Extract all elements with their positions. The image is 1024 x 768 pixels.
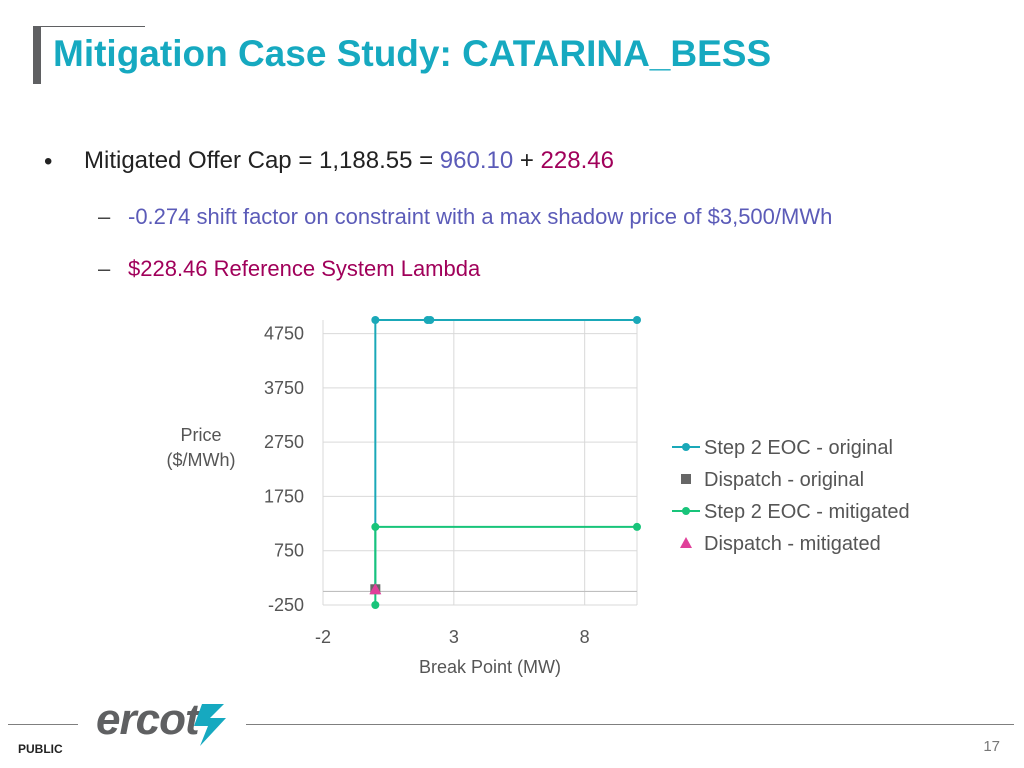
legend-label: Step 2 EOC - original — [704, 437, 893, 459]
legend-marker — [682, 443, 690, 451]
legend-label: Dispatch - original — [704, 469, 864, 491]
ercot-bolt-icon — [194, 704, 226, 746]
footer-divider-left — [8, 724, 78, 725]
legend-marker — [682, 507, 690, 515]
sub-bullet-marker-2: – — [98, 256, 111, 281]
ercot-logo-text: ercot — [96, 696, 202, 744]
data-point — [426, 316, 435, 324]
y-tick-label: 2750 — [264, 432, 304, 452]
footer-divider-right — [246, 724, 1014, 725]
title-accent-bar — [33, 26, 41, 84]
y-tick-label: 1750 — [264, 486, 304, 506]
data-point — [371, 316, 380, 324]
y-tick-label: 3750 — [264, 378, 304, 398]
y-tick-label: 750 — [274, 541, 304, 561]
bullet-value-960: 960.10 — [439, 147, 514, 174]
public-label: PUBLIC — [18, 742, 63, 756]
y-tick-label: -250 — [268, 595, 304, 615]
bullet-prefix: Mitigated Offer Cap = 1,188.55 = — [84, 147, 440, 174]
legend-label: Dispatch - mitigated — [704, 533, 881, 555]
y-axis-title: Price — [180, 425, 221, 445]
chart-legend: Step 2 EOC - original Dispatch - original… — [672, 437, 910, 555]
y-tick-label: 4750 — [264, 324, 304, 344]
chart-series — [369, 316, 641, 609]
x-tick-label: 3 — [449, 627, 459, 647]
bullet-marker: • — [44, 148, 53, 175]
offer-curve-chart: -250 750 1750 2750 3750 4750 -2 3 8 Break Point (… — [167, 316, 910, 677]
ercot-logo: ercot — [96, 696, 226, 746]
sub-bullet-shift-factor: -0.274 shift factor on constraint with a… — [128, 204, 833, 229]
slide-title: Mitigation Case Study: CATARINA_BESS — [53, 33, 772, 74]
x-tick-label: -2 — [315, 627, 331, 647]
legend-marker — [681, 474, 691, 484]
sub-bullet-marker-1: – — [98, 204, 111, 229]
title-accent-line — [33, 26, 145, 27]
x-axis-title: Break Point (MW) — [419, 657, 561, 677]
legend-marker — [680, 537, 692, 548]
legend-label: Step 2 EOC - mitigated — [704, 501, 910, 523]
data-point — [371, 522, 380, 531]
x-tick-label: 8 — [580, 627, 590, 647]
series-line — [374, 525, 637, 605]
data-point — [371, 601, 380, 609]
bullet-offer-cap: Mitigated Offer Cap = 1,188.55 = 960.10 … — [84, 147, 614, 175]
data-point — [633, 522, 641, 531]
page-number: 17 — [983, 738, 1000, 755]
bullet-plus: + — [513, 147, 541, 174]
y-axis-title: ($/MWh) — [167, 450, 236, 470]
data-point — [369, 583, 382, 595]
data-point — [633, 316, 641, 324]
chart-gridlines — [322, 320, 638, 606]
chart-axes: -250 750 1750 2750 3750 4750 -2 3 8 Break Point (… — [167, 324, 637, 677]
sub-bullet-system-lambda: $228.46 Reference System Lambda — [128, 256, 481, 281]
bullet-value-228: 228.46 — [540, 147, 614, 174]
